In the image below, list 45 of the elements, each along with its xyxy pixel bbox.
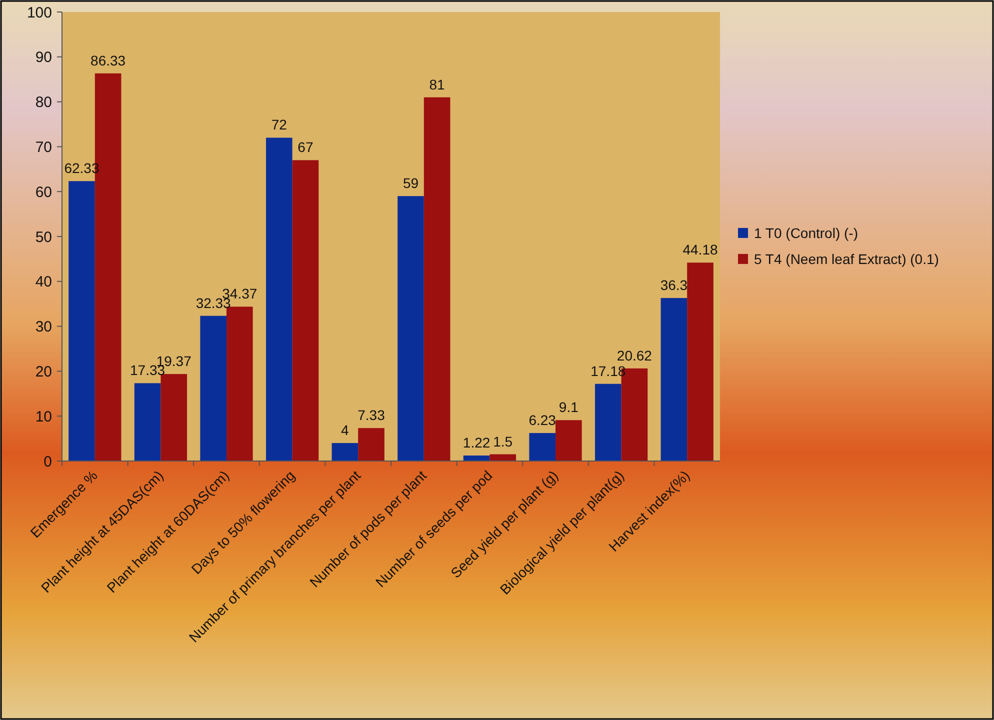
legend-label: 1 T0 (Control) (-) bbox=[754, 224, 858, 241]
y-tick-label: 80 bbox=[35, 94, 52, 112]
y-tick-label: 20 bbox=[35, 363, 52, 380]
bar bbox=[529, 433, 556, 461]
y-tick-label: 70 bbox=[35, 138, 52, 156]
y-tick-label: 50 bbox=[35, 228, 52, 246]
data-label: 6.23 bbox=[528, 412, 556, 428]
bar bbox=[358, 428, 384, 461]
bar bbox=[687, 262, 714, 461]
legend-label: 5 T4 (Neem leaf Extract) (0.1) bbox=[754, 250, 939, 267]
y-tick-label: 0 bbox=[44, 453, 52, 470]
y-tick-label: 60 bbox=[35, 184, 52, 201]
data-label: 20.62 bbox=[616, 347, 652, 364]
bar bbox=[200, 316, 226, 461]
bar bbox=[134, 383, 161, 461]
bar bbox=[556, 420, 582, 461]
y-tick-label: 40 bbox=[35, 274, 52, 291]
bar bbox=[266, 138, 292, 461]
data-label: 59 bbox=[402, 175, 419, 192]
data-label: 1.5 bbox=[493, 433, 513, 450]
bar bbox=[68, 181, 95, 461]
y-tick-label: 90 bbox=[35, 49, 52, 66]
data-label: 72 bbox=[271, 116, 288, 133]
bar bbox=[292, 160, 319, 461]
bar bbox=[490, 454, 516, 461]
bar bbox=[332, 443, 358, 461]
data-label: 36.3 bbox=[660, 277, 688, 294]
bar bbox=[594, 384, 622, 461]
bar bbox=[398, 196, 424, 461]
data-label: 7.33 bbox=[358, 407, 386, 424]
bar bbox=[226, 306, 253, 461]
data-label: 9.1 bbox=[558, 399, 579, 416]
data-label: 81 bbox=[429, 76, 446, 92]
bar bbox=[160, 374, 188, 461]
y-tick-label: 30 bbox=[35, 318, 52, 336]
y-tick-label: 100 bbox=[26, 4, 52, 22]
y-tick-label: 10 bbox=[35, 408, 52, 426]
data-label: 86.33 bbox=[90, 52, 126, 68]
bar bbox=[424, 97, 450, 461]
data-label: 4 bbox=[341, 422, 350, 438]
data-label: 67 bbox=[298, 139, 314, 156]
data-label: 44.18 bbox=[682, 242, 718, 258]
data-label: 1.22 bbox=[462, 434, 490, 451]
bar bbox=[463, 456, 490, 461]
bar bbox=[660, 298, 688, 461]
